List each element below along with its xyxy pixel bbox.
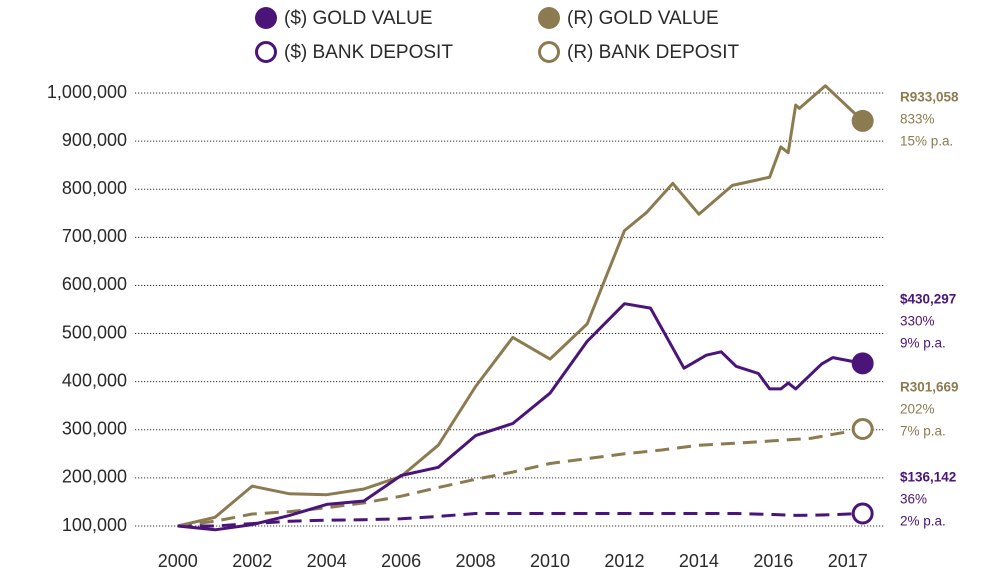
end-marker: [851, 502, 874, 525]
x-tick-label: 2014: [679, 551, 719, 571]
series-line: [177, 84, 864, 528]
x-tick-label: 2008: [456, 551, 496, 571]
y-tick-label: 200,000: [62, 467, 127, 487]
y-tick-label: 700,000: [62, 226, 127, 246]
end-annotation: $430,297: [900, 292, 956, 307]
end-annotation: 330%: [900, 314, 935, 329]
end-annotation: $136,142: [900, 470, 956, 485]
legend-marker: [255, 41, 277, 63]
legend-label: (R) GOLD VALUE: [567, 8, 719, 29]
end-annotation: 36%: [900, 492, 927, 507]
end-marker: [851, 109, 874, 132]
legend-marker: [255, 7, 277, 29]
y-tick-label: 500,000: [62, 322, 127, 342]
end-annotation: 9% p.a.: [900, 336, 946, 351]
y-tick-label: 300,000: [62, 419, 127, 439]
legend-label: (R) BANK DEPOSIT: [567, 42, 739, 63]
series-line: [177, 427, 863, 528]
legend-label: ($) BANK DEPOSIT: [284, 42, 453, 63]
x-tick-label: 2000: [158, 551, 198, 571]
y-tick-label: 400,000: [62, 370, 127, 390]
legend-marker: [538, 7, 560, 29]
end-marker: [851, 352, 874, 375]
end-annotation: R933,058: [900, 90, 959, 105]
series-line: [177, 512, 863, 528]
x-tick-label: 2010: [530, 551, 570, 571]
x-tick-label: 2017: [828, 551, 868, 571]
x-tick-label: 2002: [232, 551, 272, 571]
y-tick-label: 900,000: [62, 130, 127, 150]
y-tick-label: 800,000: [62, 178, 127, 198]
end-annotation: 833%: [900, 112, 935, 127]
y-tick-label: 100,000: [62, 515, 127, 535]
series-line: [177, 302, 863, 532]
end-annotation: 2% p.a.: [900, 514, 946, 529]
end-marker: [851, 417, 874, 440]
end-annotation: 7% p.a.: [900, 424, 946, 439]
x-tick-label: 2004: [307, 551, 347, 571]
y-tick-label: 600,000: [62, 274, 127, 294]
end-annotation: 202%: [900, 402, 935, 417]
legend-marker: [538, 41, 560, 63]
end-annotation: 15% p.a.: [900, 134, 953, 149]
end-annotation: R301,669: [900, 380, 959, 395]
x-tick-label: 2012: [604, 551, 644, 571]
x-tick-label: 2016: [753, 551, 793, 571]
legend-label: ($) GOLD VALUE: [284, 8, 433, 29]
x-tick-label: 2006: [381, 551, 421, 571]
y-tick-label: 1,000,000: [47, 82, 127, 102]
